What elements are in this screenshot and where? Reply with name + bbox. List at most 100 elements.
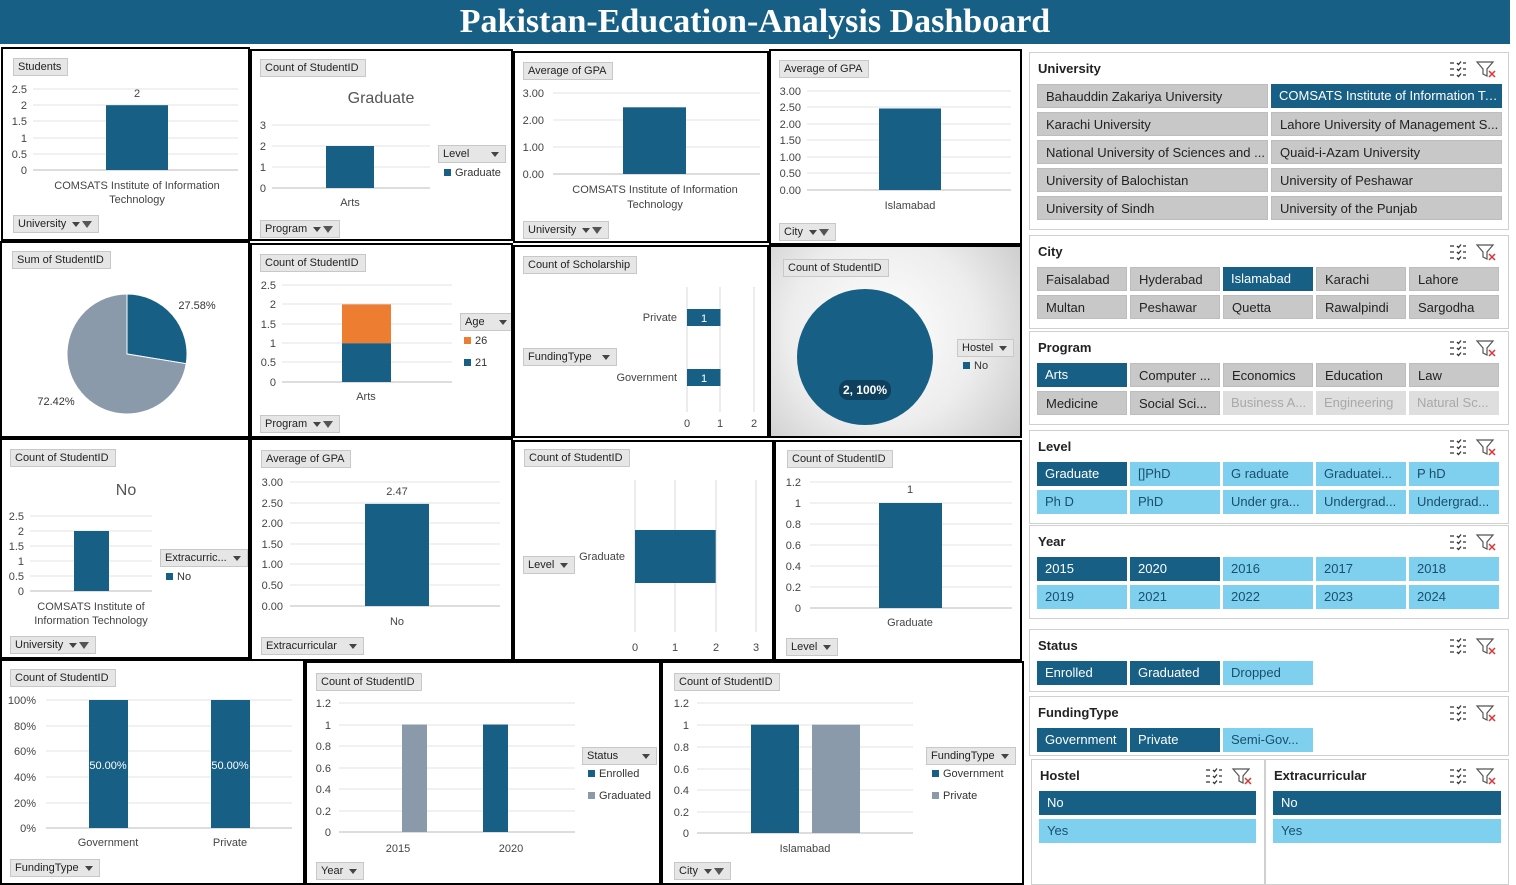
- pie-slice-no[interactable]: [797, 289, 933, 425]
- pie-slice[interactable]: [126, 293, 188, 365]
- slicer-item[interactable]: PhD: [1130, 490, 1220, 514]
- slicer-item[interactable]: No: [1273, 791, 1501, 815]
- slicer-item[interactable]: Natural Sc...: [1409, 391, 1499, 415]
- slicer-multiselect-clear-filter-icons[interactable]: [1448, 533, 1498, 551]
- field-button-count[interactable]: Count of StudentID: [10, 669, 116, 687]
- slicer-item[interactable]: Undergrad...: [1316, 490, 1406, 514]
- slicer-item[interactable]: Law: [1409, 363, 1499, 387]
- bar-age-26[interactable]: [342, 304, 391, 344]
- panel-funding-percent[interactable]: Count of StudentID 100% 80% 60% 40% 20% …: [0, 659, 305, 885]
- panel-city-funding[interactable]: Count of StudentID 1.2 1 0.8 0.6 0.4 0.2…: [661, 661, 1024, 885]
- filter-button-program[interactable]: Program: [260, 220, 341, 238]
- field-button-count[interactable]: Count of StudentID: [260, 254, 366, 272]
- field-button-gpa[interactable]: Average of GPA: [523, 62, 614, 80]
- legend-field-status[interactable]: Status: [582, 747, 658, 765]
- bar-private-pct[interactable]: [211, 700, 250, 828]
- field-button-gpa[interactable]: Average of GPA: [779, 60, 870, 78]
- bar-comsats-no[interactable]: [74, 531, 109, 591]
- slicer-multiselect-clear-filter-icons[interactable]: [1448, 438, 1498, 456]
- filter-button-university[interactable]: University: [10, 636, 97, 654]
- bar-no-gpa[interactable]: [365, 503, 429, 606]
- field-button-count[interactable]: Count of StudentID: [783, 259, 889, 277]
- slicer-item[interactable]: 2019: [1037, 585, 1127, 609]
- slicer-item[interactable]: 2021: [1130, 585, 1220, 609]
- legend-field-age[interactable]: Age: [460, 313, 511, 331]
- slicer-item[interactable]: Bahauddin Zakariya University: [1037, 84, 1268, 108]
- slicer-item[interactable]: Computer ...: [1130, 363, 1220, 387]
- slicer-multiselect-clear-filter-icons[interactable]: [1448, 704, 1498, 722]
- panel-gpa-city[interactable]: Average of GPA 3.00 2.50 2.00 1.50 1.00 …: [769, 49, 1022, 245]
- panel-grad-count[interactable]: Count of StudentID Graduate 3 2 1 0 Arts…: [250, 49, 513, 241]
- slicer-status[interactable]: Status Enrolled Graduated Dropped: [1029, 629, 1509, 692]
- slicer-item[interactable]: Graduated: [1130, 661, 1220, 685]
- field-button-count[interactable]: Count of StudentID: [674, 673, 780, 691]
- bar-2015-graduated[interactable]: [402, 724, 427, 833]
- slicer-fundingtype[interactable]: FundingType Government Private Semi-Gov...: [1029, 696, 1509, 756]
- slicer-item[interactable]: Karachi: [1316, 267, 1406, 291]
- slicer-item[interactable]: []PhD: [1130, 462, 1220, 486]
- slicer-item[interactable]: 2022: [1223, 585, 1313, 609]
- bar-comsats[interactable]: [106, 105, 168, 170]
- slicer-item[interactable]: Ph D: [1037, 490, 1127, 514]
- slicer-item[interactable]: Engineering: [1316, 391, 1406, 415]
- field-button-count[interactable]: Count of StudentID: [260, 59, 366, 77]
- slicer-item[interactable]: Yes: [1039, 819, 1256, 843]
- slicer-level[interactable]: Level Graduate []PhD G raduate Graduatei... P…: [1029, 430, 1509, 524]
- field-button-gpa[interactable]: Average of GPA: [261, 450, 352, 468]
- legend-field-level[interactable]: Level: [438, 145, 507, 163]
- slicer-item[interactable]: Medicine: [1037, 391, 1127, 415]
- bar-government-pct[interactable]: [89, 700, 128, 828]
- slicer-item[interactable]: Semi-Gov...: [1223, 728, 1313, 752]
- slicer-item[interactable]: 2015: [1037, 557, 1127, 581]
- bar-graduate[interactable]: [879, 503, 942, 608]
- filter-button-city[interactable]: City: [779, 223, 836, 241]
- filter-button-level[interactable]: Level: [786, 638, 839, 656]
- slicer-item[interactable]: 2017: [1316, 557, 1406, 581]
- bar-graduate-h[interactable]: [635, 530, 716, 583]
- slicer-item[interactable]: Quetta: [1223, 295, 1313, 319]
- field-button-count[interactable]: Count of StudentID: [316, 673, 422, 691]
- slicer-item[interactable]: University of Sindh: [1037, 196, 1268, 220]
- filter-button-year[interactable]: Year: [316, 862, 365, 880]
- bar-comsats-gpa[interactable]: [623, 107, 686, 174]
- slicer-city[interactable]: City Faisalabad Hyderabad Islamabad Karachi L…: [1029, 235, 1509, 329]
- slicer-multiselect-clear-filter-icons[interactable]: [1204, 767, 1254, 785]
- field-button-scholarship[interactable]: Count of Scholarship: [523, 256, 638, 274]
- slicer-item[interactable]: Karachi University: [1037, 112, 1268, 136]
- slicer-multiselect-clear-filter-icons[interactable]: [1448, 637, 1498, 655]
- slicer-multiselect-clear-filter-icons[interactable]: [1448, 767, 1498, 785]
- filter-button-city[interactable]: City: [674, 862, 731, 880]
- filter-button-university[interactable]: University: [13, 215, 100, 233]
- slicer-item[interactable]: Lahore University of Management S...: [1271, 112, 1502, 136]
- bar-islamabad-gpa[interactable]: [879, 108, 941, 190]
- slicer-item[interactable]: Business A...: [1223, 391, 1313, 415]
- slicer-item[interactable]: Sargodha: [1409, 295, 1499, 319]
- slicer-item[interactable]: Yes: [1273, 819, 1501, 843]
- slicer-item[interactable]: 2020: [1130, 557, 1220, 581]
- field-button-count[interactable]: Count of StudentID: [787, 450, 893, 468]
- slicer-extracurricular[interactable]: Extracurricular No Yes: [1265, 759, 1509, 885]
- slicer-item[interactable]: COMSATS Institute of Information Te...: [1271, 84, 1502, 108]
- slicer-item[interactable]: 2016: [1223, 557, 1313, 581]
- slicer-item[interactable]: Social Sci...: [1130, 391, 1220, 415]
- slicer-item[interactable]: Under gra...: [1223, 490, 1313, 514]
- slicer-multiselect-clear-filter-icons[interactable]: [1448, 243, 1498, 261]
- slicer-item[interactable]: University of Balochistan: [1037, 168, 1268, 192]
- slicer-item[interactable]: Multan: [1037, 295, 1127, 319]
- slicer-item[interactable]: Government: [1037, 728, 1127, 752]
- bar-2020-enrolled[interactable]: [483, 724, 508, 833]
- slicer-item[interactable]: Education: [1316, 363, 1406, 387]
- bar-age-21[interactable]: [342, 343, 391, 382]
- bar-arts[interactable]: [326, 146, 374, 188]
- slicer-item[interactable]: G raduate: [1223, 462, 1313, 486]
- slicer-multiselect-clear-filter-icons[interactable]: [1448, 339, 1498, 357]
- slicer-item[interactable]: Rawalpindi: [1316, 295, 1406, 319]
- slicer-item[interactable]: 2023: [1316, 585, 1406, 609]
- filter-button-fundingtype[interactable]: FundingType: [10, 859, 100, 877]
- panel-graduate-bar[interactable]: Count of StudentID 1.2 1 0.8 0.6 0.4 0.2…: [774, 440, 1022, 661]
- slicer-item[interactable]: Arts: [1037, 363, 1127, 387]
- bar-government[interactable]: [687, 369, 721, 386]
- panel-hostel[interactable]: Count of StudentID 2, 100% Hostel No: [769, 245, 1022, 438]
- slicer-item[interactable]: Graduate: [1037, 462, 1127, 486]
- panel-scholarship[interactable]: Count of Scholarship FundingType 1 1 Pri…: [513, 245, 769, 438]
